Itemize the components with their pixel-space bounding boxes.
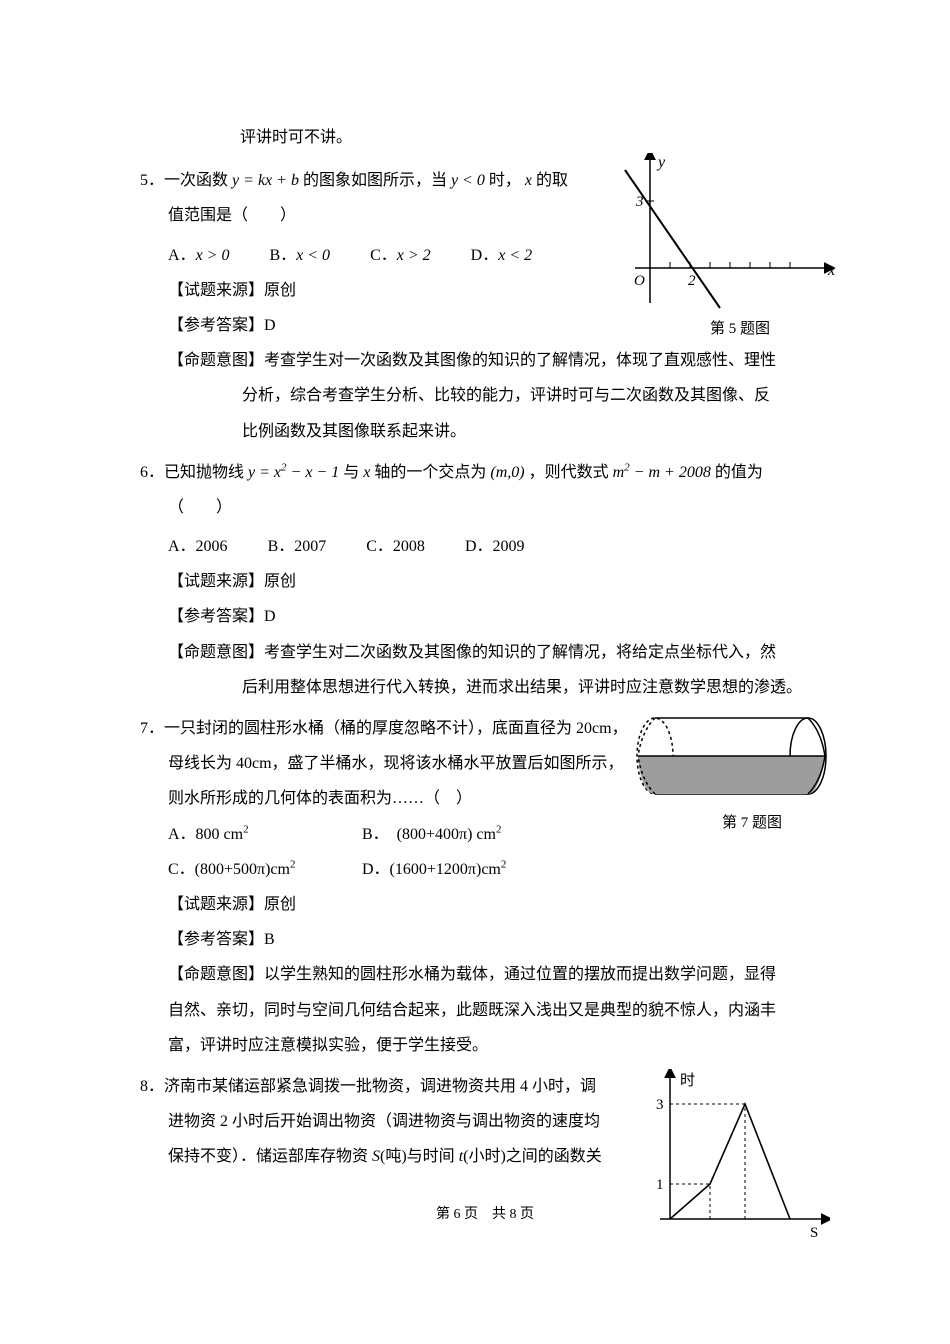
question-7: 第 7 题图 7．一只封闭的圆柱形水桶（桶的厚度忽略不计），底面直径为 20cm… (140, 711, 830, 1063)
q7-num: 7． (140, 720, 164, 737)
q7-opt-c: C．(800+500π)cm2 (168, 852, 358, 887)
q8-num: 8． (140, 1078, 164, 1095)
q6-opt-d: D．2009 (465, 529, 525, 564)
q5-opt-c: C．x > 2 (370, 238, 431, 273)
q6-pt: (m,0) (490, 464, 524, 481)
q5-num: 5． (140, 172, 164, 189)
q5-purpose-line1: 【命题意图】考查学生对一次函数及其图像的知识的了解情况，体现了直观感性、理性 (168, 343, 830, 378)
question-5: 3 2 O x y 第 5 题图 5．一次函数 y = kx + b 的图象如图… (140, 163, 830, 449)
q6-stem-a: 已知抛物线 (164, 464, 248, 481)
q8-xlabel: S (810, 1225, 818, 1239)
q5-opt-a: A．x > 0 (168, 238, 229, 273)
q5-opt-d: D．x < 2 (471, 238, 532, 273)
q6-stem-line1: 6．已知抛物线 y = x2 − x − 1 与 x 轴的一个交点为 (m,0)… (140, 455, 830, 490)
q8-ylabel: 时 (680, 1072, 695, 1089)
q5-purpose-line3: 比例函数及其图像联系起来讲。 (242, 414, 830, 449)
q6-stem-e: 的值为 (711, 464, 763, 481)
q5-xvar: x (525, 172, 532, 189)
q6-purpose-line1: 【命题意图】考查学生对二次函数及其图像的知识的了解情况，将给定点坐标代入，然 (168, 635, 830, 670)
top-note: 评讲时可不讲。 (240, 120, 830, 155)
q7-opt-b: B． (800+400π) cm2 (362, 817, 501, 852)
question-6: 6．已知抛物线 y = x2 − x − 1 与 x 轴的一个交点为 (m,0)… (140, 455, 830, 705)
q5-xaxis-label: x (827, 262, 835, 279)
q6-answer: 【参考答案】D (168, 599, 830, 634)
q6-opt-b: B．2007 (268, 529, 327, 564)
q7-opt-d: D．(1600+1200π)cm2 (362, 852, 506, 887)
q7-purpose-line2: 自然、亲切，同时与空间几何结合起来，此题既深入浅出又是典型的貌不惊人，内涵丰 (168, 993, 830, 1028)
q5-opt-b: B．x < 0 (269, 238, 330, 273)
q6-expr: m2 − m + 2008 (613, 464, 711, 481)
q7-purpose-line3: 富，评讲时应注意模拟实验，便于学生接受。 (168, 1028, 830, 1063)
q5-xlabel-2: 2 (688, 273, 696, 289)
q5-purpose-line2: 分析，综合考查学生分析、比较的能力，评讲时可与二次函数及其图像、反 (242, 378, 830, 413)
page: 评讲时可不讲。 (0, 0, 950, 1344)
q6-num: 6． (140, 464, 164, 481)
q7-source: 【试题来源】原创 (168, 887, 830, 922)
q6-opt-c: C．2008 (366, 529, 425, 564)
q6-stem-c: 轴的一个交点为 (370, 464, 490, 481)
q6-eq: y = x2 − x − 1 (248, 464, 339, 481)
q5-figure-caption: 第 5 题图 (710, 313, 770, 346)
q5-stem-c: 时， (485, 172, 525, 189)
q5-yaxis-label: y (656, 154, 666, 171)
q7-answer: 【参考答案】B (168, 922, 830, 957)
q6-options: A．2006 B．2007 C．2008 D．2009 (168, 529, 830, 564)
question-8: 3 1 时 S 8．济南市某储运部紧急调拨一批物资，调进物资共用 4 小时，调 … (140, 1069, 830, 1175)
q8-figure: 3 1 时 S (640, 1069, 830, 1239)
q5-stem-a: 一次函数 (164, 172, 232, 189)
q6-stem-d: ，则代数式 (525, 464, 613, 481)
q5-origin: O (634, 273, 645, 289)
q6-stem-b: 与 (339, 464, 363, 481)
q5-eq: y = kx + b (232, 172, 299, 189)
q6-purpose-line2: 后利用整体思想进行代入转换，进而求出结果，评讲时应注意数学思想的渗透。 (242, 670, 830, 705)
q8-tick-1: 1 (656, 1177, 664, 1193)
q6-stem-line2: （ ） (168, 490, 830, 525)
q5-cond: y < 0 (451, 172, 485, 189)
q7-figure (630, 711, 830, 801)
q5-stem-d: 的取 (532, 172, 568, 189)
q6-opt-a: A．2006 (168, 529, 228, 564)
q8-S: S (372, 1148, 380, 1165)
q6-source: 【试题来源】原创 (168, 564, 830, 599)
q5-figure: 3 2 O x y (610, 153, 840, 313)
q7-purpose-line1: 【命题意图】以学生熟知的圆柱形水桶为载体，通过位置的摆放而提出数学问题，显得 (168, 957, 830, 992)
q7-figure-caption: 第 7 题图 (722, 807, 782, 840)
q8-tick-3: 3 (656, 1097, 664, 1113)
q5-stem-b: 的图象如图所示，当 (299, 172, 451, 189)
q5-ylabel-3: 3 (635, 194, 644, 210)
q7-opt-a: A．800 cm2 (168, 817, 358, 852)
